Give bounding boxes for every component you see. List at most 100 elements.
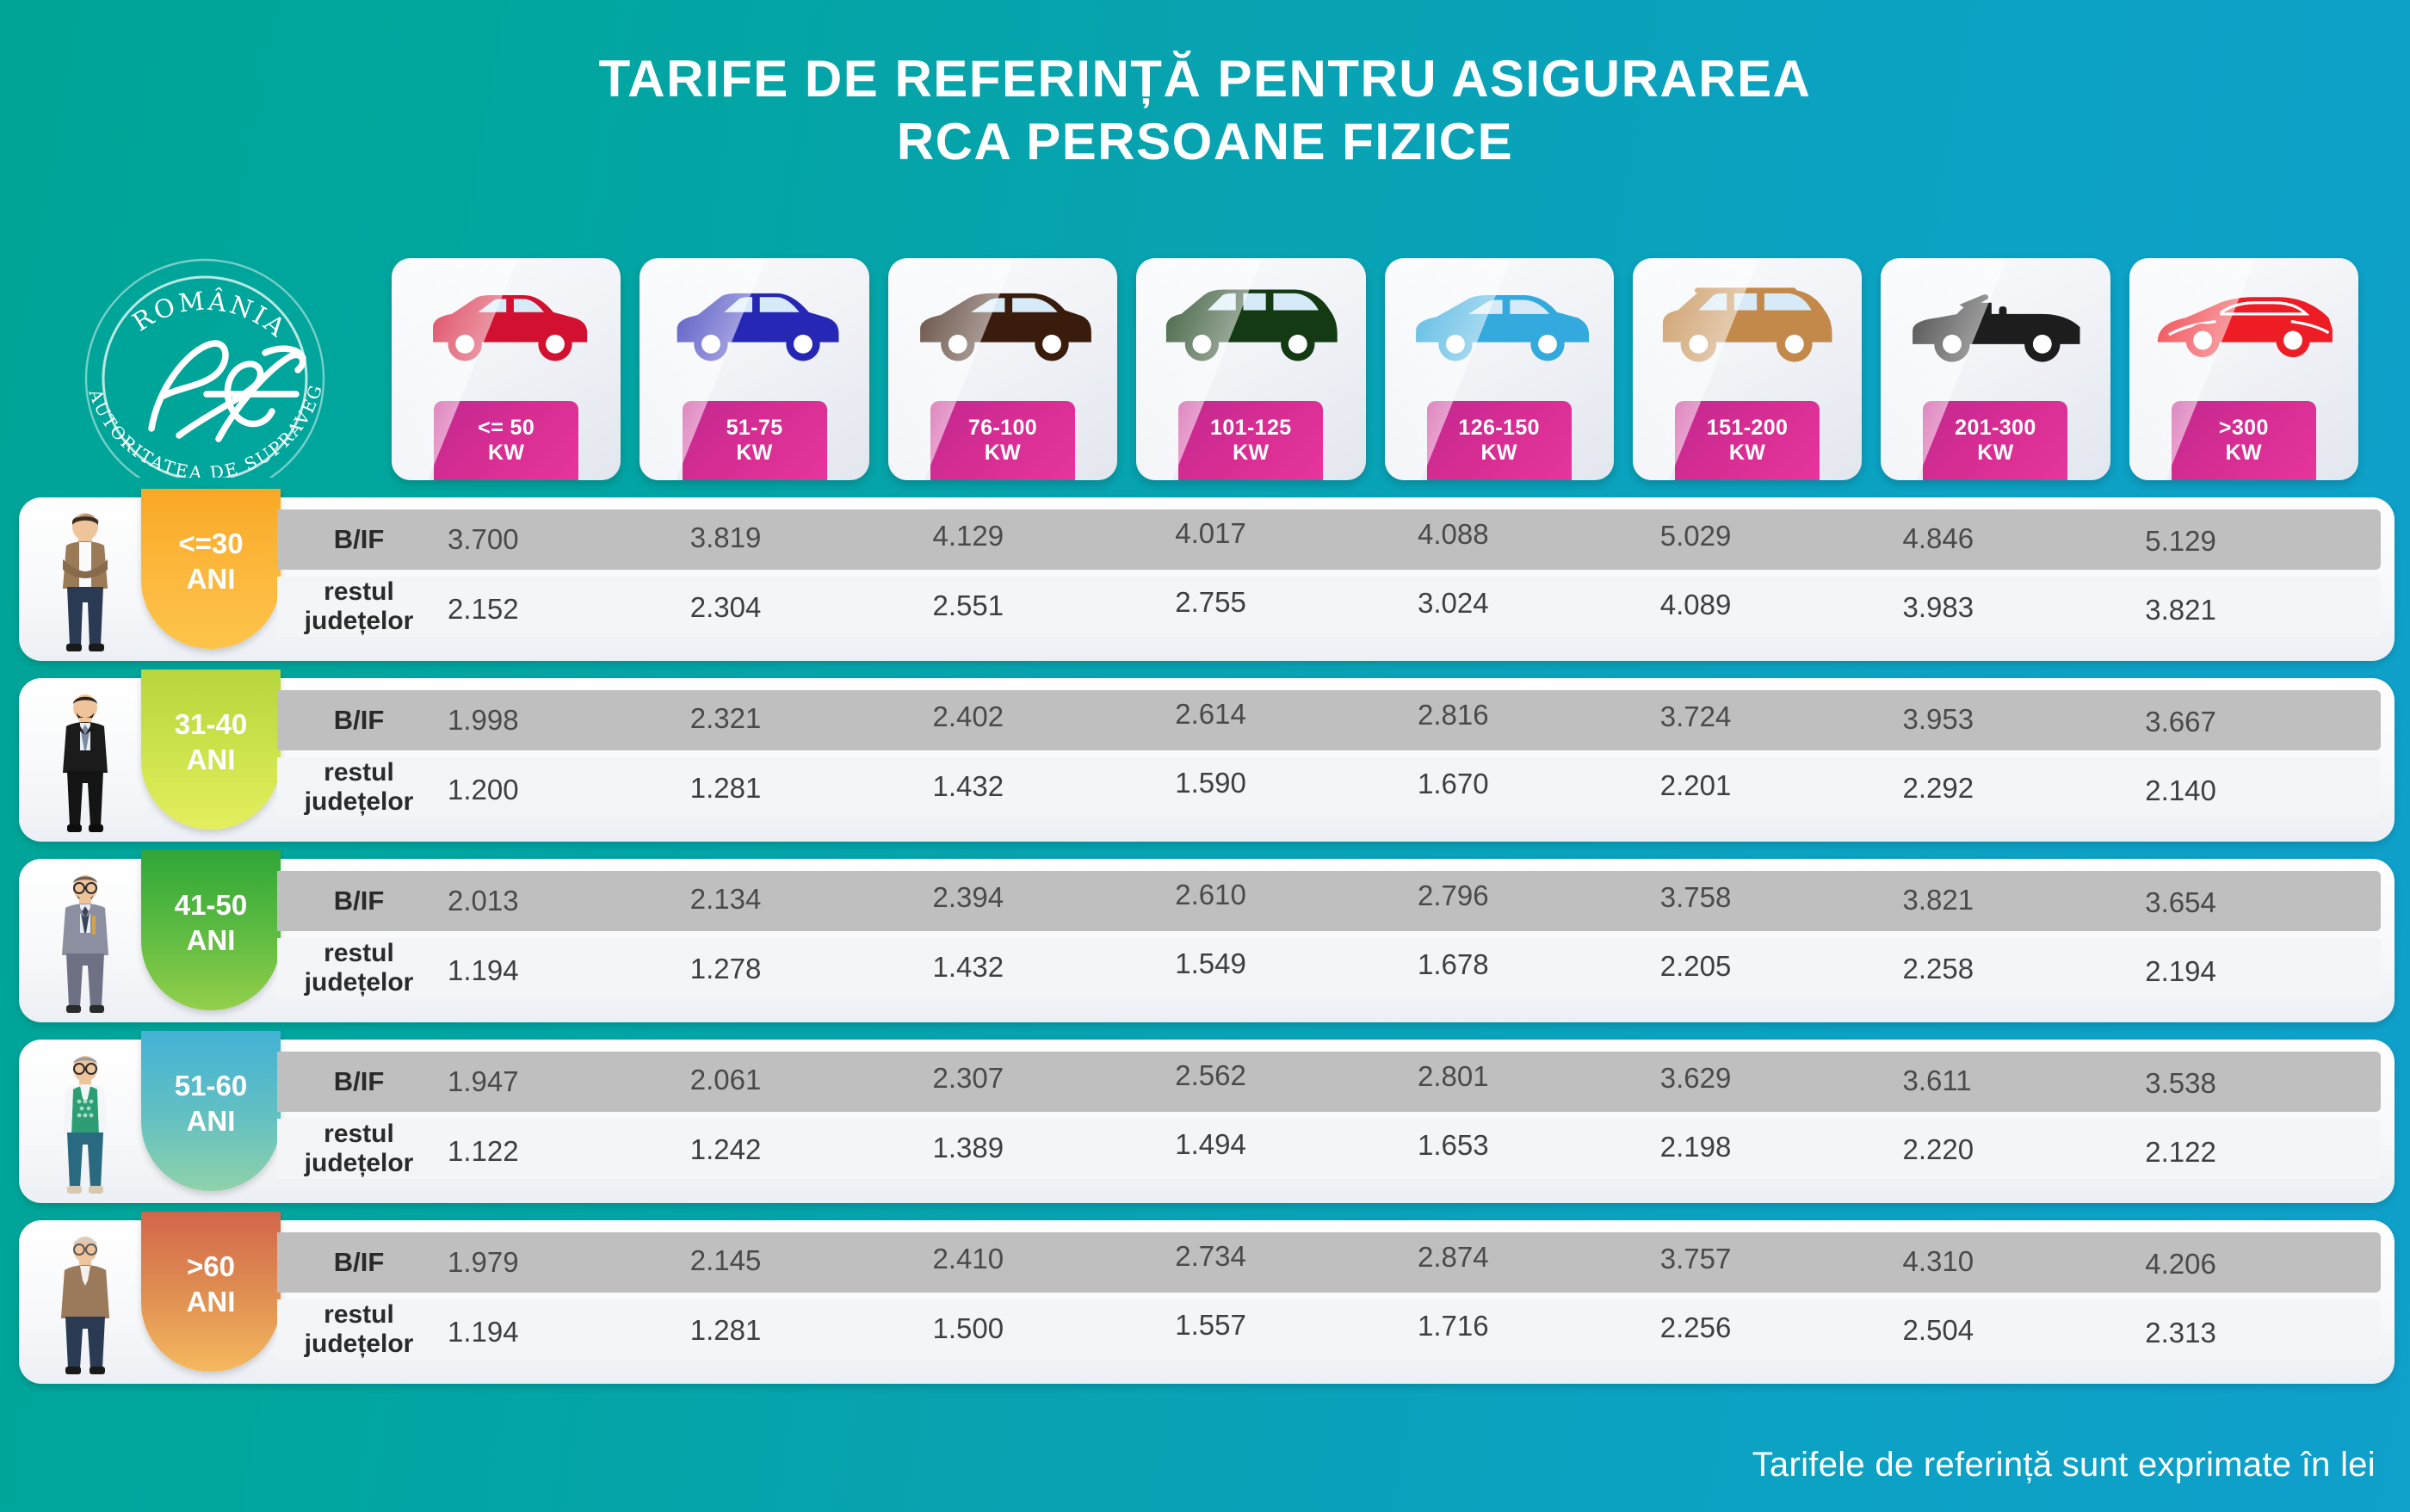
cell-bif-1-4: 2.816 [1418,699,1489,731]
kw-badge-4: 126-150 KW [1426,401,1572,480]
cell-bif-0-7: 5.129 [2145,525,2216,557]
row-label-rest-3-line2: județelor [304,1149,414,1177]
cell-bif-4-1: 2.145 [689,1244,762,1276]
man-green-vest-icon [34,1043,136,1200]
cell-rest-3-4: 1.653 [1418,1129,1489,1161]
row-label-rest-0: restul județelor [277,577,441,635]
currency-note: Tarifele de referință sunt exprimate în … [1752,1446,2376,1484]
kw-unit-0: KW [487,441,525,465]
kw-range-5: 151-200 [1706,415,1789,440]
age-unit-2: ANI [186,924,236,956]
cell-rest-4-4: 1.716 [1418,1310,1489,1342]
row-label-bif-3: B/IF [333,1065,385,1096]
cell-bif-2-6: 3.821 [1902,884,1974,916]
cell-rest-3-0: 1.122 [448,1135,519,1167]
kw-badge-0: <= 50 KW [434,401,579,480]
car-hatchback-blue-icon [640,268,868,382]
cell-bif-1-6: 3.953 [1902,703,1974,735]
page-title-line-2: RCA PERSOANE FIZICE [896,113,1514,171]
row-bands-3: B/IF 1.947 2.061 2.307 2.562 2.801 3.629… [277,1052,2381,1194]
row-label-rest-4-line2: județelor [304,1330,414,1358]
kw-range-2: 76-100 [967,415,1038,440]
car-hatchback-red-icon [392,268,621,382]
cell-rest-0-5: 4.089 [1659,589,1732,620]
age-unit-3: ANI [186,1105,236,1137]
cell-rest-4-1: 1.281 [689,1314,762,1346]
row-label-rest-4: restul județelor [277,1300,441,1358]
cell-bif-4-0: 1.979 [448,1246,519,1278]
age-range-1: 31-40 [174,707,248,740]
cell-rest-0-6: 3.983 [1902,591,1974,623]
cell-bif-4-2: 2.410 [932,1243,1004,1274]
power-card-2[interactable]: 76-100 KW [887,258,1118,480]
kw-badge-2: 76-100 KW [930,401,1075,480]
table-row: >60 ANI B/IF 1.979 2.145 2.410 2.734 2.8… [19,1212,2395,1384]
kw-unit-1: KW [736,441,773,465]
car-sedan-brown-icon [888,268,1117,382]
kw-badge-3: 101-125 KW [1178,401,1324,480]
row-bands-4: B/IF 1.979 2.145 2.410 2.734 2.874 3.757… [277,1232,2381,1374]
power-card-5[interactable]: 151-200 KW [1632,258,1863,480]
row-label-rest-0-line1: restul [324,577,394,607]
power-card-4[interactable]: 126-150 KW [1384,258,1614,480]
cell-bif-3-1: 2.061 [689,1064,762,1095]
kw-range-1: 51-75 [726,415,783,440]
cell-bif-3-4: 2.801 [1418,1060,1489,1092]
cell-rest-4-5: 2.256 [1659,1311,1732,1343]
car-suv-tan-icon [1633,268,1862,382]
power-card-1[interactable]: 51-75 KW [640,258,869,480]
row-label-bif-1: B/IF [333,704,385,735]
page-title-line-1: TARIFE DE REFERINȚĂ PENTRU ASIGURAREA [598,50,1812,108]
age-badge-2: 41-50 ANI [141,850,281,1010]
kw-unit-6: KW [1977,441,2014,465]
cell-rest-0-0: 2.152 [448,593,519,625]
cell-rest-1-1: 1.281 [689,772,762,804]
cell-rest-0-3: 2.755 [1175,586,1246,618]
kw-range-4: 126-150 [1458,415,1540,440]
cell-bif-3-2: 2.307 [932,1062,1004,1094]
table-row: 51-60 ANI B/IF 1.947 2.061 2.307 2.562 2… [19,1031,2395,1203]
cell-rest-2-5: 2.205 [1659,950,1732,982]
power-card-3[interactable]: 101-125 KW [1136,258,1366,480]
band-rest-0: restul județelor 2.152 2.304 2.551 2.755… [277,577,2381,637]
cell-rest-4-2: 1.500 [932,1312,1004,1344]
band-rest-2: restul județelor 1.194 1.278 1.432 1.549… [277,938,2381,998]
cell-bif-4-4: 2.874 [1418,1241,1489,1273]
table-row: 31-40 ANI B/IF 1.998 2.321 2.402 2.614 2… [19,670,2395,842]
row-label-rest-1: restul județelor [277,758,441,816]
cell-bif-3-5: 3.629 [1659,1062,1732,1094]
row-label-bif-4: B/IF [333,1246,385,1277]
cell-bif-0-3: 4.017 [1175,517,1246,549]
cell-bif-4-6: 4.310 [1902,1245,1974,1277]
cell-rest-0-7: 3.821 [2145,594,2216,626]
cell-rest-1-2: 1.432 [932,770,1004,802]
cell-rest-2-3: 1.549 [1175,947,1246,979]
cell-bif-2-1: 2.134 [689,883,762,915]
power-card-6[interactable]: 201-300 KW [1881,258,2110,480]
cells-rest-2: 1.194 1.278 1.432 1.549 1.678 2.205 2.25… [441,947,2381,987]
band-bif-3: B/IF 1.947 2.061 2.307 2.562 2.801 3.629… [277,1052,2381,1112]
man-black-suit-icon [34,682,136,838]
cells-rest-4: 1.194 1.281 1.500 1.557 1.716 2.256 2.50… [441,1309,2381,1348]
power-card-0[interactable]: <= 50 KW [392,258,621,480]
age-unit-0: ANI [186,563,236,595]
car-minivan-green-icon [1136,268,1365,382]
age-unit-4: ANI [186,1286,236,1318]
car-sportscar-red-icon [2129,268,2358,382]
age-range-4: >60 [187,1250,235,1282]
row-label-rest-1-line2: județelor [304,787,414,816]
cell-bif-2-2: 2.394 [932,881,1004,913]
cell-rest-4-3: 1.557 [1175,1309,1246,1341]
cell-rest-3-7: 2.122 [2145,1136,2216,1168]
row-label-rest-0-line2: județelor [304,607,414,635]
power-card-7[interactable]: >300 KW [2129,258,2358,480]
man-gray-suit-glasses-icon [34,862,136,1019]
band-bif-1: B/IF 1.998 2.321 2.402 2.614 2.816 3.724… [277,690,2381,750]
cell-rest-3-2: 1.389 [932,1132,1004,1163]
band-rest-4: restul județelor 1.194 1.281 1.500 1.557… [277,1299,2381,1360]
cell-rest-1-5: 2.201 [1659,769,1732,801]
cell-rest-1-3: 1.590 [1175,767,1246,799]
cell-bif-1-1: 2.321 [689,702,762,734]
power-category-header: <= 50 KW 51-75 KW [392,258,2358,480]
kw-range-3: 101-125 [1210,415,1292,440]
